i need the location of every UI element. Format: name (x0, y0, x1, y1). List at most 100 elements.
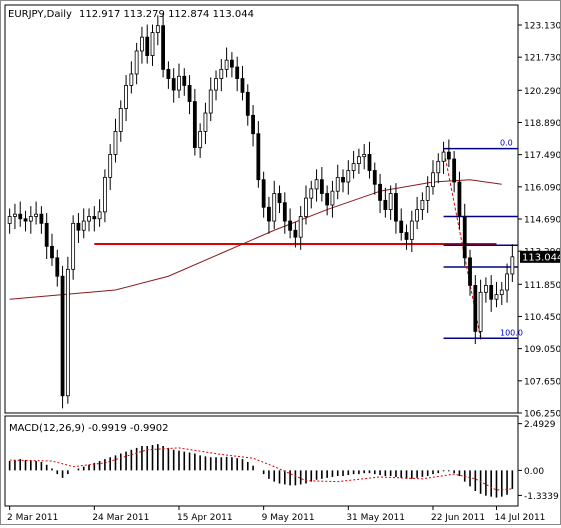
candle-bear (319, 179, 324, 194)
price-tick-label: 116.090 (524, 183, 560, 193)
macd-signal-line (9, 447, 513, 491)
candle-bear (288, 220, 293, 231)
candle-bull (87, 216, 91, 222)
candle-bear (489, 285, 494, 300)
time-tick-label: 24 Mar 2011 (92, 513, 149, 523)
candle-bear (473, 285, 478, 332)
main-pane-frame (4, 4, 519, 414)
candle-bull (441, 151, 446, 162)
candle-bull (330, 190, 335, 206)
candle-bull (129, 73, 134, 86)
candle-bull (140, 36, 144, 52)
time-tick-label: 31 May 2011 (346, 513, 405, 523)
candle-bull (478, 291, 483, 332)
candle-bear (446, 151, 451, 160)
time-tick-label: 9 May 2011 (262, 513, 315, 523)
candle-bear (267, 206, 271, 222)
candle-bull (304, 197, 308, 217)
candle-bear (261, 179, 266, 208)
candle-bull (356, 156, 361, 165)
time-axis: 2 Mar 2011 24 Mar 2011 15 Apr 2011 9 May 20… (7, 506, 545, 523)
price-tick-label: 110.450 (524, 313, 560, 323)
candle-bull (155, 25, 160, 33)
candle-bear (229, 59, 234, 68)
candle-bull (203, 112, 208, 132)
price-tick-label: 118.890 (524, 119, 560, 129)
candle-bull (102, 176, 107, 213)
candle-bull (346, 170, 351, 183)
candle-bear (394, 193, 398, 222)
candle-bear (277, 193, 282, 204)
macd-tick-label: 2.4929 (524, 420, 556, 430)
candle-bear (325, 193, 330, 206)
candle-bull (134, 50, 139, 75)
candle-bull (494, 294, 499, 300)
candle-bull (272, 193, 277, 222)
candle-bear (468, 257, 472, 286)
candle-bull (425, 186, 430, 201)
macd-histogram (8, 444, 514, 498)
candle-bear (462, 216, 467, 259)
candle-bear (182, 75, 187, 86)
candle-bear (404, 232, 409, 240)
candle-bear (44, 222, 49, 247)
candle-bull (177, 75, 181, 91)
candle-bear (55, 257, 60, 277)
candle-bull (28, 216, 33, 222)
symbol-label: EURJPY,Daily (8, 9, 72, 20)
macd-signal-layer (9, 447, 513, 491)
macd-pane-frame (4, 415, 519, 507)
macd-label: MACD(12,26,9) -0.9919 -0.9902 (9, 423, 169, 434)
candle-bear (240, 78, 245, 93)
candle-bear (256, 133, 261, 181)
candle-bull (13, 213, 17, 217)
candle-bear (92, 216, 97, 220)
candle-bull (510, 256, 515, 275)
candle-bull (483, 285, 488, 293)
fibonacci-level-label: 0.0 (500, 139, 513, 148)
macd-tick-label: 0.00 (524, 467, 544, 477)
candle-bull (81, 220, 86, 231)
candle-bear (145, 36, 150, 56)
candle-bear (282, 202, 287, 222)
candle-bear (245, 91, 250, 116)
candlestick-series (7, 13, 515, 409)
candle-bear (452, 158, 457, 183)
candle-bull (388, 193, 393, 210)
candle-bull (505, 273, 509, 291)
candle-bull (362, 154, 367, 158)
candle-bull (65, 268, 70, 397)
candle-bull (415, 209, 420, 222)
candle-bear (171, 78, 176, 91)
macd-axis: 2.4929 0.00 -1.3339 (518, 420, 559, 502)
candle-bull (118, 108, 123, 132)
candle-bull (499, 289, 504, 296)
candle-bear (457, 181, 462, 217)
time-tick-label: 15 Apr 2011 (177, 513, 233, 523)
price-tick-label: 111.850 (524, 281, 560, 291)
candle-bear (192, 101, 197, 148)
candle-bear (251, 114, 255, 135)
candle-bull (34, 213, 39, 217)
candle-bull (108, 154, 113, 178)
price-tick-label: 117.490 (524, 151, 560, 161)
candle-bull (198, 131, 203, 148)
candle-bear (166, 68, 171, 79)
candle-bull (7, 216, 12, 224)
time-tick-label: 22 Jun 2011 (431, 513, 485, 523)
candle-bull (431, 172, 435, 187)
candle-bull (420, 199, 425, 210)
candle-bear (372, 170, 377, 185)
fibonacci-level-label: 100.0 (500, 328, 523, 337)
price-tick-label: 107.650 (524, 377, 560, 387)
candle-bull (97, 211, 102, 220)
candle-bull (208, 89, 213, 114)
candle-bear (50, 245, 54, 259)
price-tick-label: 114.690 (524, 215, 560, 225)
candle-bear (161, 25, 166, 70)
time-tick-label: 2 Mar 2011 (7, 513, 58, 523)
current-price-marker: 113.044 (520, 250, 561, 263)
current-price-label: 113.044 (522, 252, 560, 263)
